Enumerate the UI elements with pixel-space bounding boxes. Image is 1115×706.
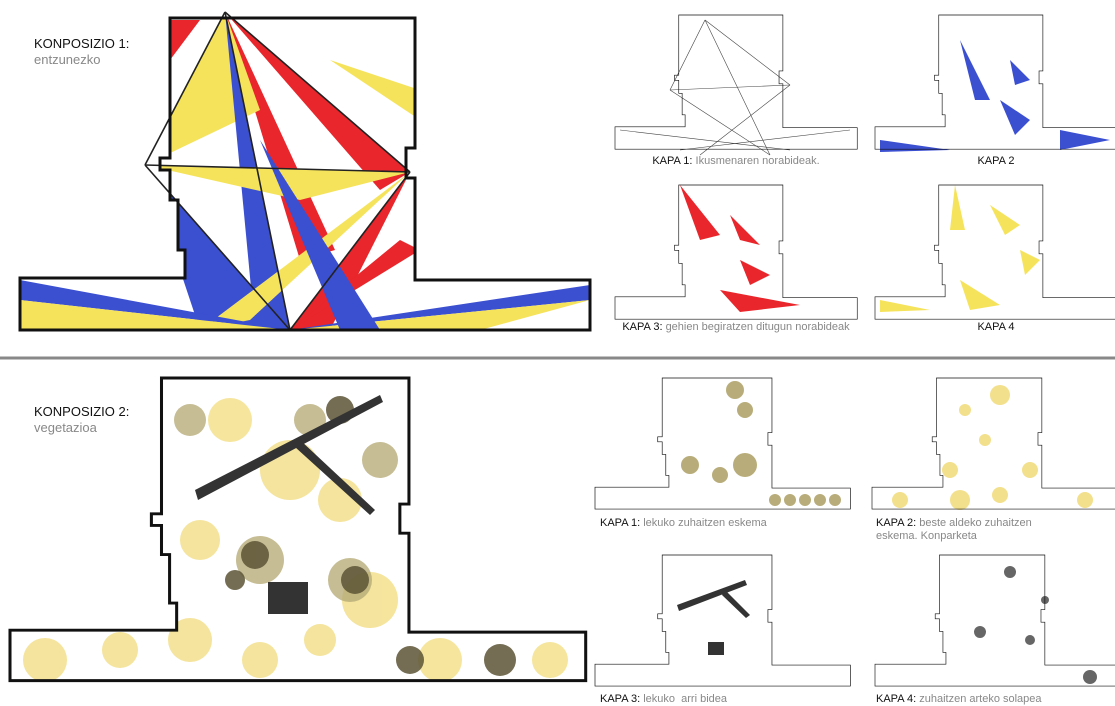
plan — [874, 184, 1115, 320]
layer-2-2 — [892, 385, 1093, 510]
layer-2-4 — [974, 566, 1097, 684]
layer-1-1 — [619, 19, 851, 156]
caption: KAPA 2: beste aldeko zuhaitzen eskema. K… — [876, 517, 1076, 543]
title: KONPOSIZIO 2: vegetazioa — [34, 404, 129, 436]
caption: KAPA 2 — [875, 155, 1115, 168]
layer-1-2 — [880, 40, 1110, 152]
layer-2-3 — [677, 580, 750, 655]
layer-1-3 — [680, 185, 800, 312]
caption: KAPA 1: lekuko zuhaitzen eskema — [600, 517, 845, 530]
trees — [23, 396, 568, 681]
text: KAPA 3: — [600, 693, 641, 705]
caption: KAPA 4 — [875, 321, 1115, 334]
text: KAPA 1: — [600, 517, 641, 529]
text: KAPA 3: — [622, 321, 663, 333]
text: KAPA 4 — [977, 321, 1015, 333]
text: KONPOSIZIO 1: — [34, 36, 130, 51]
plan — [594, 377, 851, 510]
plan — [874, 14, 1115, 150]
text: KAPA 2 — [977, 155, 1015, 167]
text: KAPA 2: — [876, 517, 917, 529]
text: lekuko zuhaitzen eskema — [643, 517, 767, 529]
plan — [614, 14, 858, 150]
text: KAPA 4: — [876, 693, 917, 705]
path — [195, 395, 383, 614]
text: KONPOSIZIO 2: — [34, 404, 130, 419]
text: Ikusmenaren norabideak. — [695, 155, 820, 167]
text: entzunezko — [34, 52, 101, 67]
layer-1-4 — [880, 185, 1040, 312]
caption: KAPA 1: Ikusmenaren norabideak. — [615, 155, 857, 168]
plan — [594, 554, 851, 687]
caption: KAPA 3: lekuko arri bidea — [600, 693, 845, 706]
layer-2-1 — [681, 381, 841, 506]
plan — [874, 554, 1115, 687]
caption: KAPA 4: zuhaitzen arteko solapea — [876, 693, 1115, 706]
title: KONPOSIZIO 1: entzunezko — [34, 36, 129, 68]
text: zuhaitzen arteko solapea — [919, 693, 1042, 705]
text: beste aldeko zuhaitzen eskema. Konparket… — [876, 517, 1032, 542]
text: KAPA 1: — [652, 155, 693, 167]
caption: KAPA 3: gehien begiratzen ditugun norabi… — [615, 321, 857, 334]
text: gehien begiratzen ditugun norabideak — [665, 321, 850, 333]
text: vegetazioa — [34, 420, 97, 435]
text: lekuko arri bidea — [643, 693, 727, 705]
